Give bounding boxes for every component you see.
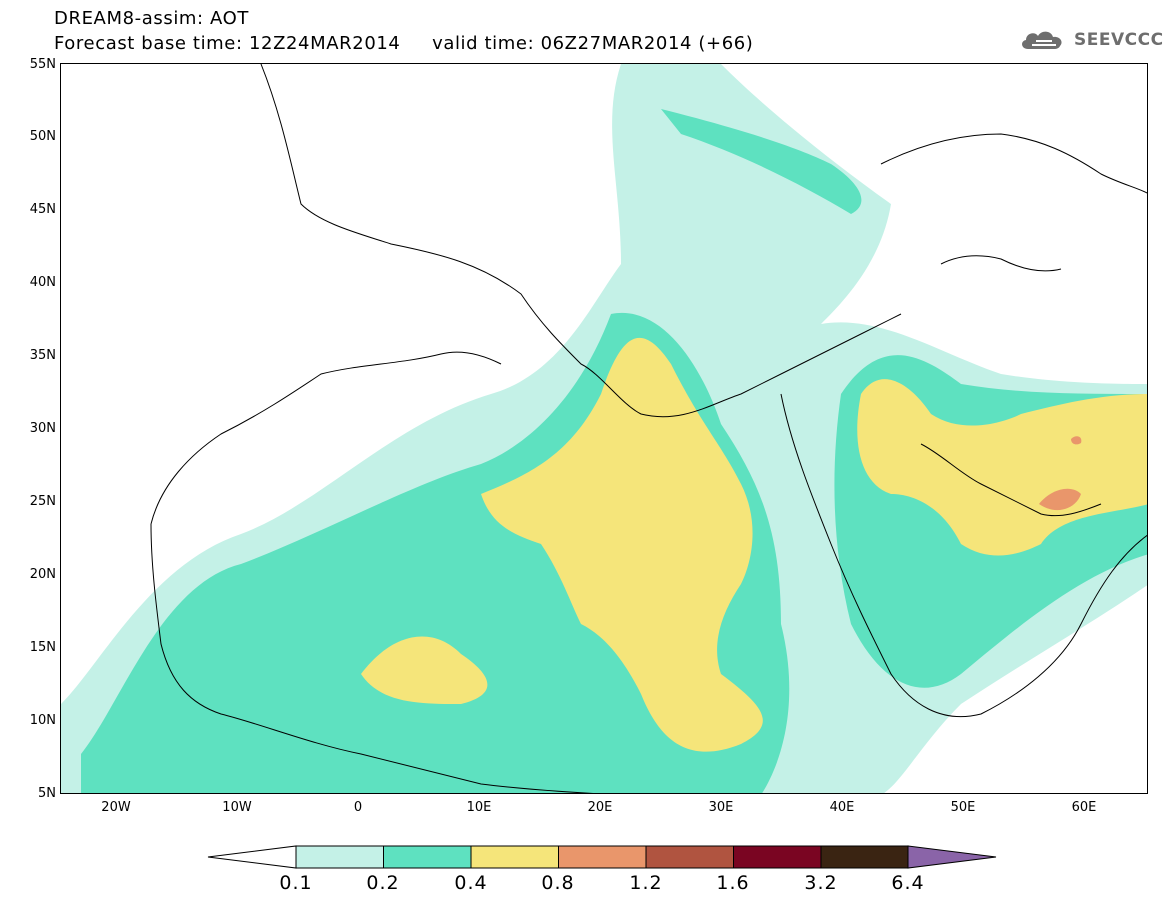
- lat-label: 10N: [29, 713, 56, 728]
- colorbar-label: 6.4: [891, 872, 925, 894]
- lat-label: 55N: [29, 57, 56, 72]
- colorbar-label: 0.1: [279, 872, 313, 894]
- colorbar-label: 0.8: [541, 872, 575, 894]
- lon-label: 30E: [708, 800, 734, 815]
- lat-label: 15N: [29, 640, 56, 655]
- colorbar-box: [820, 845, 909, 869]
- cloud-logo-icon: [1022, 31, 1062, 49]
- lat-label: 40N: [29, 275, 56, 290]
- lon-label: 10W: [222, 800, 252, 815]
- aot-band-0-4: [361, 337, 1147, 752]
- colorbar-box: [733, 845, 822, 869]
- lon-label: 10E: [466, 800, 492, 815]
- colorbar-under-arrow: [207, 845, 297, 869]
- colorbar-box: [295, 845, 384, 869]
- brand-logo: SEEVCCC: [1018, 26, 1164, 54]
- lat-label: 45N: [29, 202, 56, 217]
- colorbar-box: [558, 845, 647, 869]
- map-title: DREAM8-assim: AOT: [54, 8, 249, 29]
- forecast-time-subtitle: Forecast base time: 12Z24MAR2014 valid t…: [54, 33, 754, 54]
- lat-label: 30N: [29, 421, 56, 436]
- lon-label: 40E: [829, 800, 855, 815]
- colorbar-box: [645, 845, 734, 869]
- lon-label: 20W: [101, 800, 131, 815]
- lat-label: 5N: [38, 786, 56, 801]
- colorbar-over-arrow: [907, 845, 997, 869]
- lat-label: 25N: [29, 494, 56, 509]
- lon-label: 0: [353, 800, 363, 815]
- colorbar-label: 1.2: [629, 872, 663, 894]
- map-plot-area: [60, 63, 1148, 794]
- colorbar-label: 0.2: [366, 872, 400, 894]
- aot-map: [61, 64, 1147, 793]
- colorbar-label: 0.4: [454, 872, 488, 894]
- brand-name: SEEVCCC: [1074, 30, 1164, 50]
- colorbar-label: 1.6: [716, 872, 750, 894]
- lat-label: 50N: [29, 129, 56, 144]
- colorbar-label: 3.2: [804, 872, 838, 894]
- aot-band-0-8: [1039, 436, 1082, 511]
- lat-label: 35N: [29, 348, 56, 363]
- lat-label: 20N: [29, 567, 56, 582]
- coastlines: [150, 64, 1147, 793]
- colorbar-box: [470, 845, 559, 869]
- lon-label: 20E: [587, 800, 613, 815]
- lon-label: 50E: [950, 800, 976, 815]
- lon-label: 60E: [1071, 800, 1097, 815]
- colorbar-box: [383, 845, 472, 869]
